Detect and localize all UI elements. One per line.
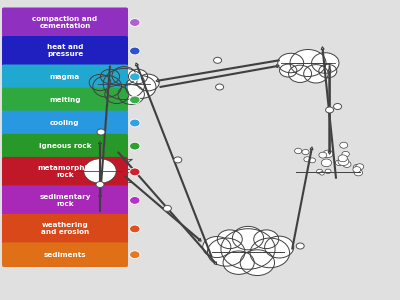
FancyBboxPatch shape <box>2 36 128 66</box>
Circle shape <box>326 107 334 113</box>
FancyArrowPatch shape <box>156 60 279 82</box>
Circle shape <box>254 230 279 249</box>
FancyArrowPatch shape <box>321 47 336 178</box>
Circle shape <box>323 150 333 158</box>
FancyBboxPatch shape <box>2 185 128 215</box>
FancyBboxPatch shape <box>2 134 128 158</box>
FancyArrowPatch shape <box>118 152 217 265</box>
Circle shape <box>338 158 349 166</box>
FancyArrowPatch shape <box>328 68 331 152</box>
Circle shape <box>137 74 159 91</box>
Circle shape <box>320 172 324 175</box>
Circle shape <box>334 103 342 109</box>
Circle shape <box>335 160 343 166</box>
Circle shape <box>103 68 145 100</box>
Circle shape <box>105 85 129 103</box>
Circle shape <box>353 167 361 172</box>
FancyArrowPatch shape <box>99 66 110 198</box>
Circle shape <box>130 96 140 104</box>
Circle shape <box>130 168 140 176</box>
Circle shape <box>319 152 327 158</box>
Circle shape <box>240 250 274 275</box>
Circle shape <box>208 238 245 266</box>
Circle shape <box>93 76 122 97</box>
FancyBboxPatch shape <box>2 214 128 244</box>
Circle shape <box>130 47 140 55</box>
FancyArrowPatch shape <box>98 141 102 211</box>
Circle shape <box>302 149 309 155</box>
Circle shape <box>130 142 140 150</box>
Circle shape <box>223 251 254 274</box>
Circle shape <box>354 169 362 176</box>
Circle shape <box>304 157 310 162</box>
Circle shape <box>89 74 111 91</box>
Text: compaction and
cementation: compaction and cementation <box>32 16 98 29</box>
Circle shape <box>309 158 316 163</box>
FancyArrowPatch shape <box>136 63 212 257</box>
Circle shape <box>130 225 140 233</box>
Circle shape <box>278 53 304 73</box>
Circle shape <box>325 169 331 173</box>
Circle shape <box>174 157 182 163</box>
FancyArrowPatch shape <box>125 176 201 241</box>
Circle shape <box>164 205 172 211</box>
Circle shape <box>312 53 339 73</box>
FancyBboxPatch shape <box>2 64 128 89</box>
Circle shape <box>296 243 304 249</box>
Circle shape <box>100 69 120 84</box>
Circle shape <box>84 159 116 183</box>
FancyArrowPatch shape <box>328 66 331 154</box>
Circle shape <box>338 155 347 162</box>
Circle shape <box>250 238 290 268</box>
Circle shape <box>130 73 140 81</box>
Circle shape <box>128 69 148 84</box>
Text: metamorphic
rock: metamorphic rock <box>38 165 92 178</box>
Circle shape <box>356 164 364 170</box>
FancyBboxPatch shape <box>2 88 128 112</box>
Circle shape <box>319 64 337 78</box>
FancyArrowPatch shape <box>292 147 313 249</box>
Circle shape <box>342 151 349 157</box>
Circle shape <box>203 236 231 258</box>
FancyArrowPatch shape <box>160 65 279 88</box>
Circle shape <box>130 196 140 204</box>
Polygon shape <box>64 145 136 197</box>
Text: heat and
pressure: heat and pressure <box>47 44 83 58</box>
Circle shape <box>288 65 312 82</box>
Text: cooling: cooling <box>50 120 80 126</box>
Circle shape <box>217 230 242 249</box>
FancyBboxPatch shape <box>2 111 128 135</box>
Circle shape <box>130 119 140 127</box>
Circle shape <box>130 251 140 259</box>
Circle shape <box>118 85 144 104</box>
Circle shape <box>112 67 136 85</box>
Text: weathering
and erosion: weathering and erosion <box>41 222 89 236</box>
Text: magma: magma <box>50 74 80 80</box>
Circle shape <box>232 226 264 250</box>
Circle shape <box>126 76 156 98</box>
Circle shape <box>265 236 294 258</box>
Text: melting: melting <box>49 97 81 103</box>
Circle shape <box>96 182 104 188</box>
Circle shape <box>216 84 224 90</box>
FancyBboxPatch shape <box>2 8 128 38</box>
Text: igneous rock: igneous rock <box>39 143 91 149</box>
Circle shape <box>214 57 222 63</box>
Circle shape <box>280 64 297 77</box>
Circle shape <box>353 164 360 170</box>
Circle shape <box>221 229 275 269</box>
Circle shape <box>97 129 105 135</box>
Circle shape <box>130 19 140 26</box>
Text: sediments: sediments <box>44 252 86 258</box>
Text: sedimentary
rock: sedimentary rock <box>39 194 91 207</box>
Circle shape <box>290 50 326 76</box>
Circle shape <box>294 148 302 154</box>
Circle shape <box>340 142 348 148</box>
Circle shape <box>316 169 323 174</box>
FancyBboxPatch shape <box>2 157 128 187</box>
Circle shape <box>304 64 328 83</box>
Circle shape <box>321 159 332 167</box>
FancyBboxPatch shape <box>2 242 128 267</box>
Circle shape <box>343 161 351 167</box>
